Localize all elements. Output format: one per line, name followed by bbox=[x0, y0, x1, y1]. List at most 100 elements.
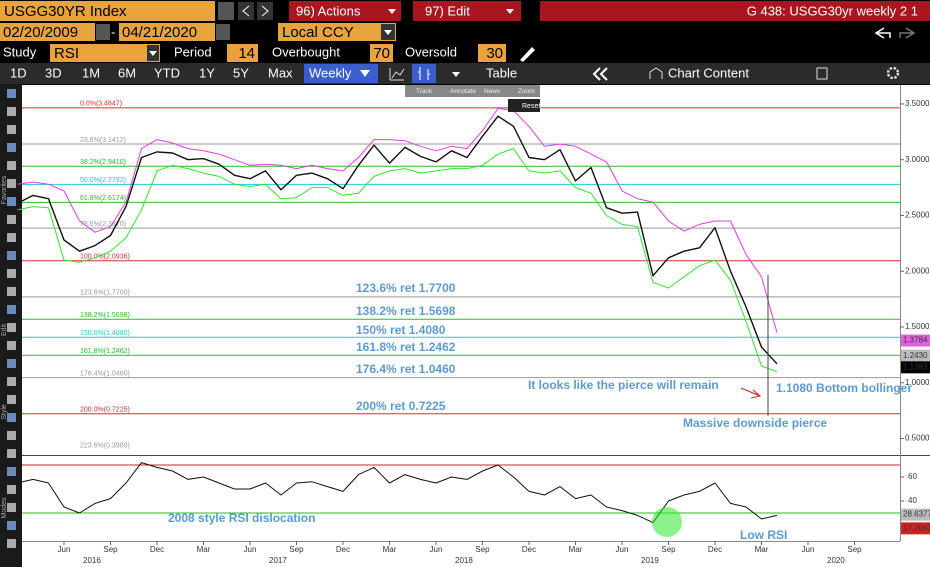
period-button[interactable]: YTD bbox=[154, 65, 180, 80]
study-field[interactable] bbox=[50, 44, 160, 62]
period-button[interactable]: 1M bbox=[82, 65, 100, 80]
x-year-label: 2018 bbox=[455, 556, 473, 565]
security-field[interactable] bbox=[0, 1, 215, 21]
period-button[interactable]: 6M bbox=[118, 65, 136, 80]
zoom-toolbar bbox=[405, 85, 540, 97]
study-name: RSI bbox=[54, 45, 79, 62]
y-tick-label: 1.5000 bbox=[905, 322, 930, 331]
tool-icon[interactable] bbox=[7, 233, 16, 242]
edit-icon[interactable] bbox=[816, 67, 828, 80]
tool-icon[interactable] bbox=[7, 467, 16, 476]
value-tag-label: 1.2430 bbox=[903, 351, 928, 360]
value-tag-label: 28.6377 bbox=[903, 510, 930, 519]
period: 14 bbox=[238, 45, 255, 62]
tool-icon[interactable] bbox=[7, 215, 16, 224]
period-button[interactable]: 1D bbox=[10, 65, 27, 80]
oversold-field[interactable] bbox=[478, 44, 506, 62]
tool-icon[interactable] bbox=[7, 143, 16, 152]
tool-icon[interactable] bbox=[7, 107, 16, 116]
tool-icon[interactable] bbox=[7, 359, 16, 368]
tool-icon[interactable] bbox=[7, 395, 16, 404]
tool-icon[interactable] bbox=[7, 449, 16, 458]
tool-icon[interactable] bbox=[7, 323, 16, 332]
y-tick-label: 3.5000 bbox=[905, 99, 930, 108]
next-icon bbox=[261, 5, 269, 17]
zoom-tool[interactable]: Track bbox=[416, 88, 433, 95]
period-button[interactable]: 1Y bbox=[199, 65, 215, 80]
line-chart-icon[interactable] bbox=[389, 68, 405, 81]
x-tick-label: Jun bbox=[616, 545, 629, 554]
currency-field[interactable] bbox=[278, 23, 396, 41]
value-tag bbox=[901, 334, 930, 347]
zoom-tool[interactable]: Zoom bbox=[518, 88, 535, 95]
chart-content-icon bbox=[649, 67, 663, 79]
tool-icon[interactable] bbox=[7, 197, 16, 206]
x-year-label: 2017 bbox=[269, 556, 287, 565]
tool-icon[interactable] bbox=[7, 485, 16, 494]
tool-icon[interactable] bbox=[7, 269, 16, 278]
annotation: 150% ret 1.4080 bbox=[356, 323, 446, 337]
level-label: 161.8%(1.2462) bbox=[80, 348, 130, 355]
collapse-icon[interactable] bbox=[592, 67, 608, 81]
next-button[interactable] bbox=[257, 2, 273, 20]
overbought-field[interactable] bbox=[370, 44, 393, 62]
annotation: Massive downside pierce bbox=[683, 416, 827, 430]
period-button[interactable]: 3D bbox=[45, 65, 62, 80]
start-date: 02/20/2009 bbox=[3, 24, 78, 41]
period-button[interactable]: 5Y bbox=[233, 65, 249, 80]
calendar-icon[interactable] bbox=[216, 24, 230, 40]
tool-icon[interactable] bbox=[7, 305, 16, 314]
pen-icon[interactable] bbox=[520, 47, 535, 62]
value-tag bbox=[901, 508, 930, 521]
level-label: 61.8%(2.6174) bbox=[80, 195, 126, 202]
x-tick-label: Sep bbox=[475, 545, 490, 554]
series-line bbox=[17, 462, 778, 524]
tool-icon[interactable] bbox=[7, 251, 16, 260]
end-date: 04/21/2020 bbox=[122, 24, 197, 41]
end-date-field[interactable] bbox=[119, 23, 215, 41]
tool-icon[interactable] bbox=[7, 539, 16, 548]
bar-chart-button[interactable] bbox=[412, 64, 436, 83]
period-button[interactable]: Max bbox=[268, 65, 293, 80]
start-date-field[interactable] bbox=[0, 23, 95, 41]
oversold: 30 bbox=[486, 45, 503, 62]
settings-icon[interactable] bbox=[886, 66, 900, 80]
zoom-tool[interactable]: News bbox=[484, 88, 501, 95]
level-label: 176.4%(1.0460) bbox=[80, 370, 130, 377]
annotation: Low RSI bbox=[740, 528, 787, 542]
frequency-button[interactable] bbox=[304, 64, 378, 83]
annotation: 2008 style RSI dislocation bbox=[168, 511, 315, 525]
frequency: Weekly bbox=[309, 65, 352, 80]
tool-icon[interactable] bbox=[7, 521, 16, 530]
tool-icon[interactable] bbox=[7, 161, 16, 170]
tool-icon[interactable] bbox=[7, 431, 16, 440]
period-field[interactable] bbox=[227, 44, 258, 62]
undo-icon[interactable] bbox=[874, 27, 891, 39]
value-tag-label: 17.2043 bbox=[903, 523, 930, 532]
reset-button[interactable] bbox=[508, 99, 540, 112]
y-tick-label: 2.0000 bbox=[905, 266, 930, 275]
overbought: 70 bbox=[373, 45, 390, 62]
x-tick-label: Dec bbox=[336, 545, 350, 554]
edit-button[interactable] bbox=[413, 1, 521, 21]
y-tick-label: 1.0000 bbox=[905, 378, 930, 387]
actions-button[interactable] bbox=[289, 1, 401, 21]
tool-icon[interactable] bbox=[7, 413, 16, 422]
x-tick-label: Sep bbox=[661, 545, 676, 554]
tool-icon[interactable] bbox=[7, 341, 16, 350]
tool-icon[interactable] bbox=[7, 503, 16, 512]
redo-icon[interactable] bbox=[899, 27, 916, 39]
tool-icon[interactable] bbox=[7, 125, 16, 134]
dropdown-icon bbox=[360, 70, 370, 77]
tool-icon[interactable] bbox=[7, 377, 16, 386]
table-button[interactable]: Table bbox=[486, 65, 517, 80]
chart-content-button[interactable]: Chart Content bbox=[668, 65, 749, 80]
tool-icon[interactable] bbox=[7, 287, 16, 296]
tool-icon[interactable] bbox=[7, 179, 16, 188]
tool-icon[interactable] bbox=[7, 89, 16, 98]
zoom-tool[interactable]: Annotate bbox=[450, 88, 476, 95]
y-tick-label: 3.0000 bbox=[905, 155, 930, 164]
calendar-icon[interactable] bbox=[96, 24, 110, 40]
prev-button[interactable] bbox=[238, 2, 254, 20]
calendar-icon[interactable] bbox=[218, 2, 234, 20]
